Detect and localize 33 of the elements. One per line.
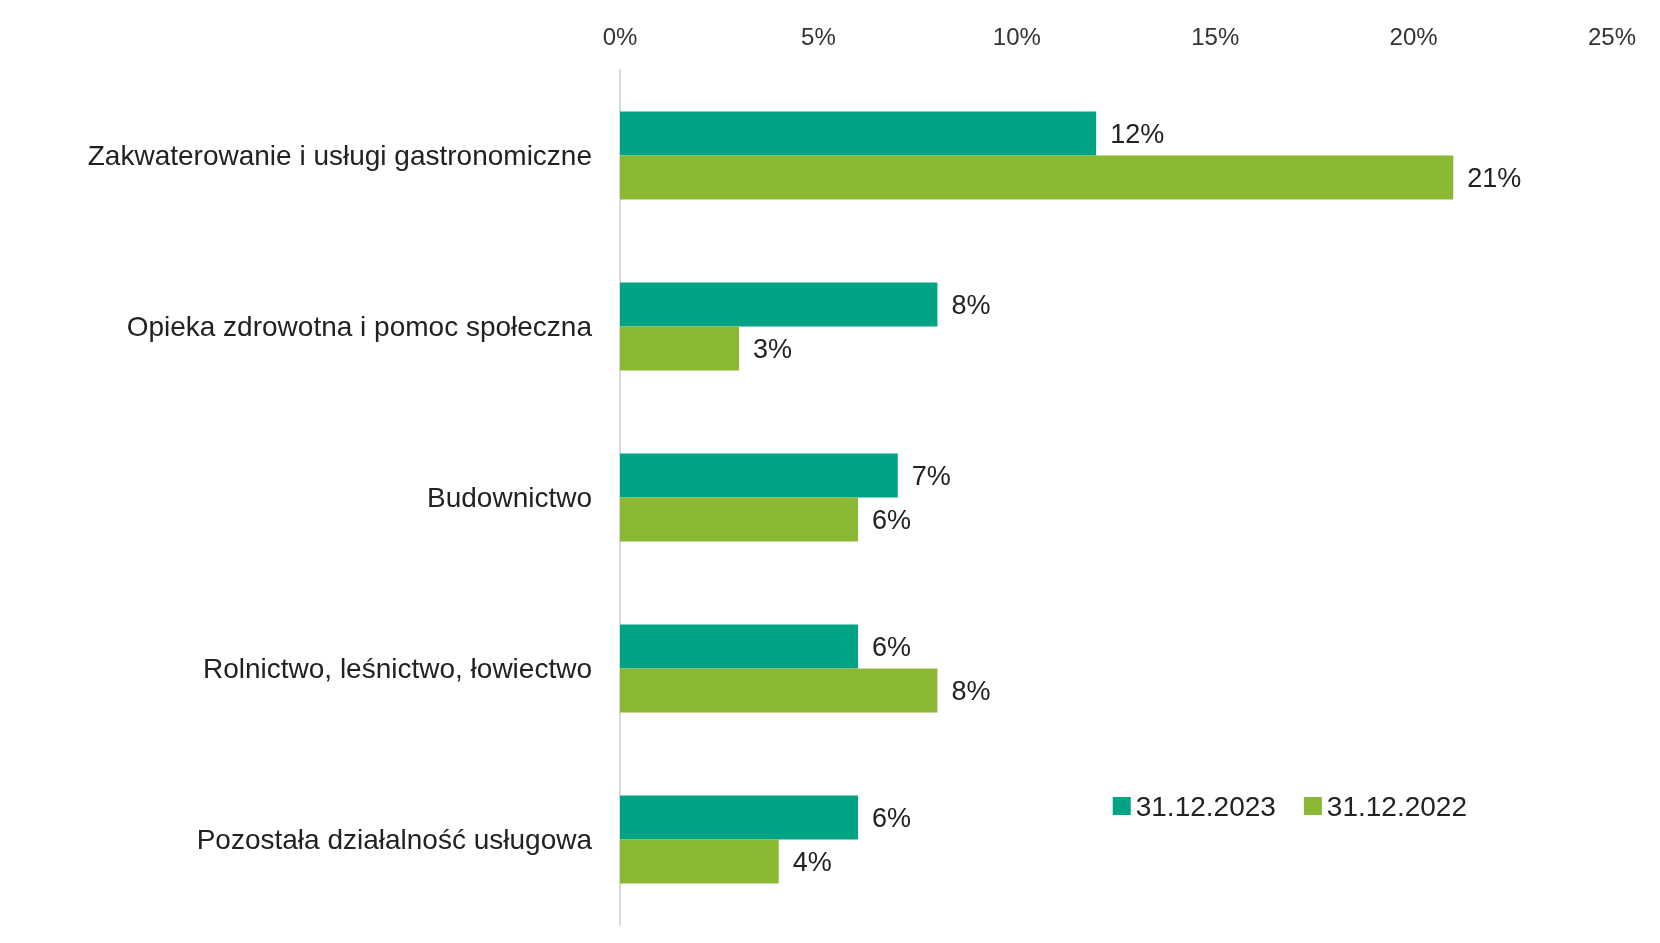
bar <box>620 326 740 371</box>
x-tick-label: 15% <box>1191 22 1240 50</box>
legend-label: 31.12.2023 <box>1135 790 1276 822</box>
data-label: 7% <box>911 460 951 491</box>
bar <box>620 839 779 884</box>
data-label: 21% <box>1467 162 1522 193</box>
x-tick-label: 5% <box>801 22 836 50</box>
x-tick-label: 20% <box>1389 22 1438 50</box>
y-tick-label: Opieka zdrowotna i pomoc społeczna <box>126 311 593 342</box>
y-tick-label: Rolnictwo, leśnictwo, łowiectwo <box>202 653 592 684</box>
legend-label: 31.12.2022 <box>1326 790 1467 822</box>
bar <box>620 668 938 713</box>
bar <box>620 795 859 840</box>
bar <box>620 624 859 669</box>
data-label: 6% <box>872 802 912 833</box>
data-label: 4% <box>792 846 832 877</box>
bar <box>620 111 1097 156</box>
x-tick-label: 10% <box>992 22 1041 50</box>
data-label: 8% <box>951 675 991 706</box>
data-label: 3% <box>753 333 793 364</box>
x-tick-label: 25% <box>1587 22 1637 50</box>
y-tick-label: Budownictwo <box>427 482 592 513</box>
bar <box>620 282 938 327</box>
bar <box>620 453 898 498</box>
x-tick-label: 0% <box>602 22 638 50</box>
bar <box>620 497 859 542</box>
data-label: 6% <box>872 504 912 535</box>
data-label: 12% <box>1110 118 1165 149</box>
data-label: 8% <box>951 289 991 320</box>
y-tick-label: Pozostała działalność usługowa <box>196 824 593 855</box>
data-label: 6% <box>872 631 912 662</box>
bar <box>620 155 1454 200</box>
y-tick-label: Zakwaterowanie i usługi gastronomiczne <box>87 140 592 171</box>
